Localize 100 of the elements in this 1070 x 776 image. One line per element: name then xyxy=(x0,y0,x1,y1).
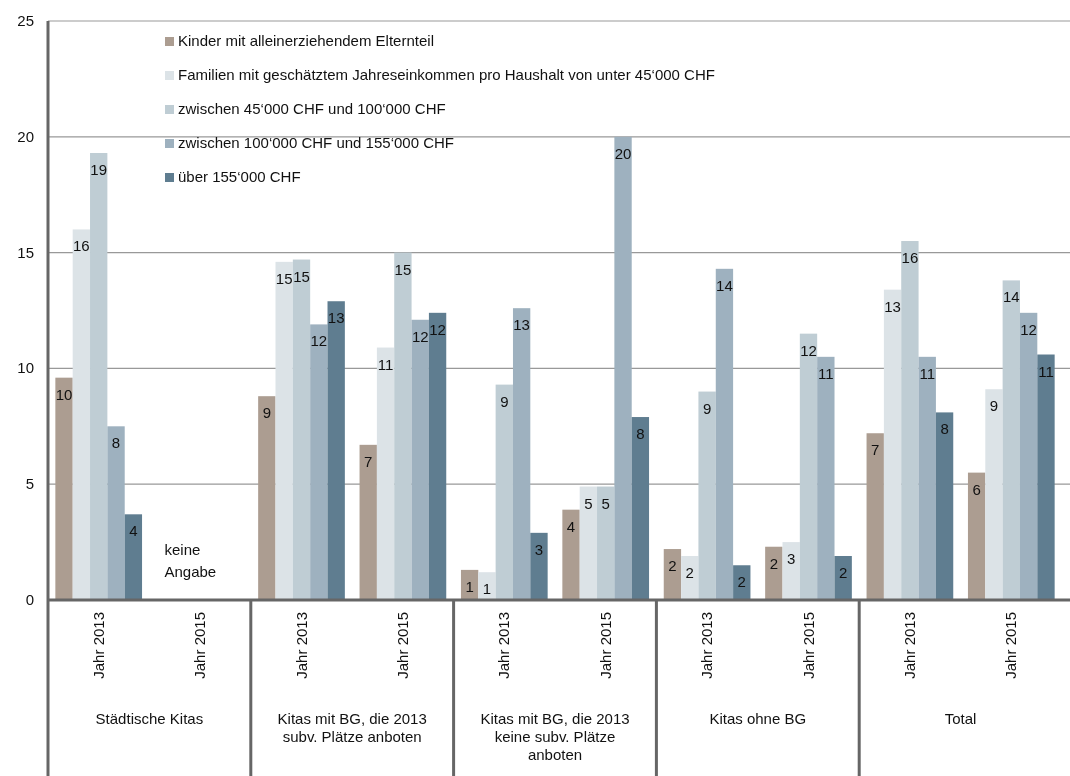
data-label: 4 xyxy=(566,517,576,535)
legend-label: Kinder mit alleinerziehendem Elternteil xyxy=(178,32,434,49)
x-tick-label: Jahr 2013 xyxy=(292,612,310,679)
data-label: 15 xyxy=(394,260,412,278)
data-label: 11 xyxy=(377,355,394,373)
bar xyxy=(883,289,902,600)
legend-label: zwischen 100‘000 CHF und 155‘000 CHF xyxy=(178,134,454,151)
bar xyxy=(782,542,800,600)
legend-label: zwischen 45‘000 CHF und 100‘000 CHF xyxy=(178,100,446,117)
data-label: 3 xyxy=(534,540,544,558)
y-tick-label: 25 xyxy=(17,12,34,29)
bar xyxy=(359,444,377,600)
bar xyxy=(428,312,447,600)
text: Total xyxy=(944,710,977,727)
legend-label: Familien mit geschätztem Jahreseinkommen pro Haushalt von unter 45‘000 CHF xyxy=(178,66,715,83)
data-label: 11 xyxy=(919,364,936,382)
data-label: 2 xyxy=(769,554,778,572)
bar xyxy=(715,268,734,600)
bar xyxy=(1037,354,1055,600)
bar xyxy=(614,136,632,600)
bar xyxy=(394,252,412,600)
data-label: 9 xyxy=(500,392,509,410)
y-tick-label: 20 xyxy=(17,127,34,145)
bar xyxy=(512,308,531,600)
bar xyxy=(310,324,328,600)
y-tick-label: 15 xyxy=(17,243,34,261)
data-label: 11 xyxy=(818,364,834,382)
y-tick-label: 0 xyxy=(25,591,34,608)
data-label: 1 xyxy=(465,577,474,595)
text: Kitas mit BG, die 2013 keine subv. Plätze anboten xyxy=(480,710,630,763)
text: Kitas ohne BG xyxy=(709,710,807,727)
y-tick-label: 5 xyxy=(25,475,34,493)
data-label: 16 xyxy=(901,249,919,267)
legend-label: über 155‘000 CHF xyxy=(178,168,301,185)
x-tick-label: Jahr 2015 xyxy=(1002,612,1020,679)
data-label: 14 xyxy=(716,276,733,294)
bar xyxy=(1002,280,1020,600)
x-tick-label: Jahr 2015 xyxy=(393,612,411,679)
x-tick-label: Jahr 2013 xyxy=(698,612,716,679)
data-label: 13 xyxy=(327,309,345,327)
data-label: 1 xyxy=(482,580,492,598)
data-label: 2 xyxy=(839,564,848,581)
data-label: 8 xyxy=(111,434,121,452)
bar xyxy=(866,433,884,600)
x-tick-label: Jahr 2015 xyxy=(596,612,614,679)
text: Kitas mit BG, die 2013 subv. Plätze anboten xyxy=(277,710,427,745)
bar xyxy=(681,556,699,600)
data-label: 15 xyxy=(275,269,293,287)
bar xyxy=(275,261,293,600)
data-label: 9 xyxy=(262,404,271,422)
data-label: 3 xyxy=(786,550,796,568)
data-label: 12 xyxy=(429,320,446,338)
bar xyxy=(918,356,936,600)
bar xyxy=(292,259,311,600)
bar xyxy=(258,396,276,600)
y-tick-label: 10 xyxy=(17,359,34,377)
bar xyxy=(478,572,496,600)
x-tick-label: Jahr 2013 xyxy=(900,612,918,679)
data-label: 2 xyxy=(668,557,677,575)
data-label: 20 xyxy=(614,144,632,162)
bar xyxy=(967,472,986,600)
bar xyxy=(817,356,835,600)
x-tick-label: Jahr 2013 xyxy=(89,612,107,679)
bar xyxy=(1019,312,1038,600)
bar xyxy=(530,532,548,600)
data-label: 8 xyxy=(940,420,949,438)
bar xyxy=(799,333,818,600)
bar xyxy=(834,556,852,600)
data-label: 12 xyxy=(310,332,328,350)
bar xyxy=(55,377,73,600)
bar xyxy=(562,509,580,600)
data-label: 6 xyxy=(972,480,981,498)
bar xyxy=(327,301,345,600)
bar xyxy=(597,486,615,600)
data-label: 19 xyxy=(90,161,108,179)
x-tick-label: Jahr 2015 xyxy=(191,612,209,679)
bar xyxy=(72,229,91,600)
annotation: keine Angabe xyxy=(164,541,217,580)
data-label: 4 xyxy=(129,522,138,540)
bar xyxy=(631,417,650,600)
data-label: 13 xyxy=(884,297,901,315)
data-label: 8 xyxy=(636,425,645,443)
data-label: 15 xyxy=(293,267,310,285)
bar xyxy=(495,384,513,600)
bar xyxy=(124,514,143,600)
data-label: 10 xyxy=(55,385,73,403)
data-label: 2 xyxy=(685,564,694,581)
bar xyxy=(376,347,395,600)
x-tick-label: Jahr 2013 xyxy=(495,612,513,679)
bar xyxy=(765,546,783,600)
data-label: 9 xyxy=(989,397,999,415)
data-label: 2 xyxy=(737,573,746,591)
data-label: 12 xyxy=(1020,320,1037,338)
data-label: 9 xyxy=(702,399,712,417)
x-tick-label: Jahr 2015 xyxy=(799,612,817,679)
data-label: 11 xyxy=(1038,362,1054,380)
text: Städtische Kitas xyxy=(95,710,204,727)
bar xyxy=(90,153,108,600)
bar xyxy=(985,389,1003,600)
data-label: 7 xyxy=(364,452,373,470)
